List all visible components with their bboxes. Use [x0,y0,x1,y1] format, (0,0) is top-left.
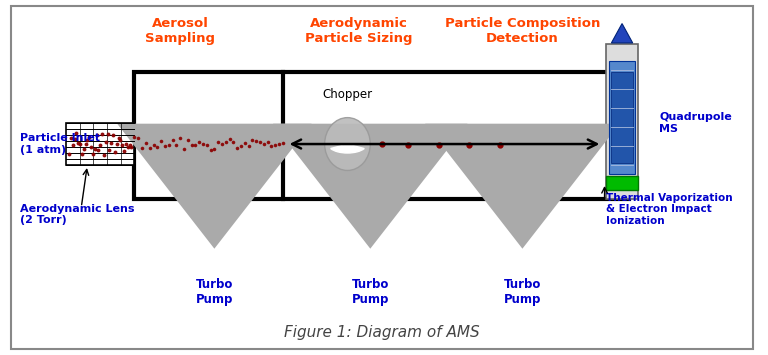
Polygon shape [611,23,633,43]
Bar [66,123,134,165]
Text: Quadrupole
MS: Quadrupole MS [659,112,732,134]
Bar [606,44,638,199]
Bar [134,72,629,199]
Text: Turbo
Pump: Turbo Pump [196,278,233,306]
Text: Particle Inlet
(1 atm): Particle Inlet (1 atm) [21,133,101,155]
Text: Aerodynamic Lens
(2 Torr): Aerodynamic Lens (2 Torr) [21,204,135,225]
Bar [606,176,638,190]
Text: Turbo
Pump: Turbo Pump [352,278,389,306]
Text: Turbo
Pump: Turbo Pump [504,278,541,306]
Text: Aerosol
Sampling: Aerosol Sampling [145,17,215,45]
FancyBboxPatch shape [11,6,753,349]
Bar [611,72,633,163]
Text: Figure 1: Diagram of AMS: Figure 1: Diagram of AMS [284,325,479,340]
Text: Chopper: Chopper [323,88,372,101]
Wedge shape [331,144,364,153]
Bar [609,61,635,174]
Text: Particle Composition
Detection: Particle Composition Detection [445,17,600,45]
Text: Thermal Vaporization
& Electron Impact
Ionization: Thermal Vaporization & Electron Impact I… [606,193,733,226]
Text: Aerodynamic
Particle Sizing: Aerodynamic Particle Sizing [305,17,412,45]
Ellipse shape [325,118,370,170]
